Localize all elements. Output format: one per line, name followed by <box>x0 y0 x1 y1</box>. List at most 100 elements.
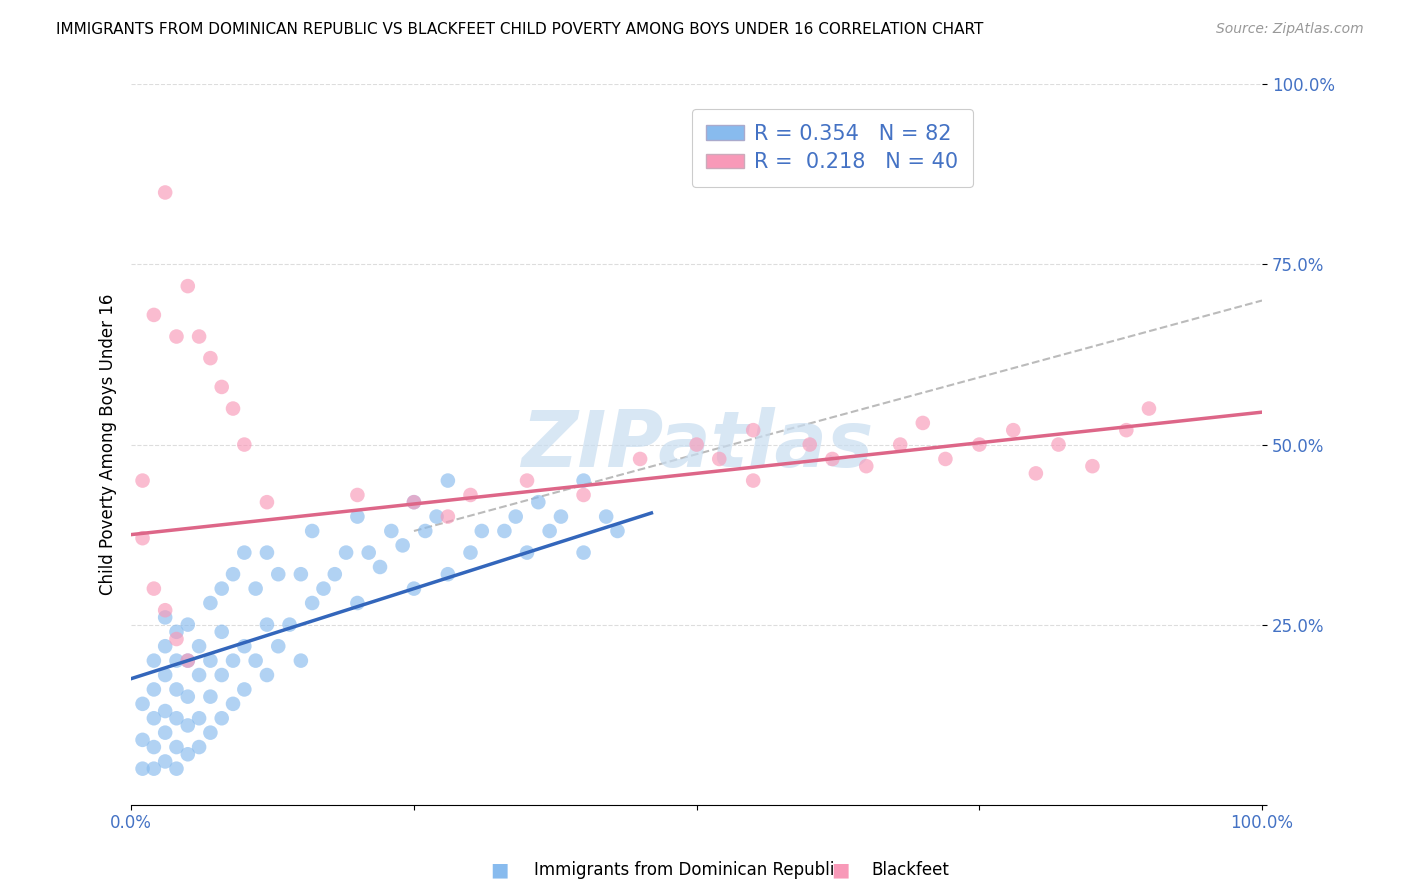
Point <box>211 668 233 682</box>
Point <box>142 711 165 725</box>
Point <box>222 567 245 582</box>
Point <box>471 524 494 538</box>
Point <box>177 654 200 668</box>
Point <box>200 654 222 668</box>
Point <box>131 762 153 776</box>
Point <box>222 697 245 711</box>
Point <box>402 582 425 596</box>
Point <box>346 488 368 502</box>
Point <box>391 538 413 552</box>
Point <box>166 654 188 668</box>
Point <box>200 351 222 365</box>
Point <box>131 474 153 488</box>
Point <box>233 546 256 560</box>
Point <box>460 546 482 560</box>
Point <box>200 725 222 739</box>
Point <box>425 509 447 524</box>
Point <box>572 546 595 560</box>
Point <box>628 452 651 467</box>
Point <box>153 639 176 653</box>
Point <box>301 596 323 610</box>
Point <box>911 416 934 430</box>
Point <box>709 452 731 467</box>
Point <box>742 474 765 488</box>
Point <box>222 401 245 416</box>
Point <box>685 437 707 451</box>
Point <box>153 755 176 769</box>
Point <box>312 582 335 596</box>
Point <box>166 632 188 646</box>
Point <box>799 437 821 451</box>
Text: Blackfeet: Blackfeet <box>872 861 949 879</box>
Point <box>166 711 188 725</box>
Point <box>200 690 222 704</box>
Point <box>572 474 595 488</box>
Point <box>527 495 550 509</box>
Point <box>855 459 877 474</box>
Point <box>211 624 233 639</box>
Point <box>323 567 346 582</box>
Point <box>494 524 516 538</box>
Point <box>821 452 844 467</box>
Point <box>595 509 617 524</box>
Point <box>177 690 200 704</box>
Text: ZIPatlas: ZIPatlas <box>520 407 873 483</box>
Point <box>572 488 595 502</box>
Point <box>153 668 176 682</box>
Point <box>200 596 222 610</box>
Point <box>889 437 911 451</box>
Point <box>222 654 245 668</box>
Point <box>188 329 211 343</box>
Point <box>153 610 176 624</box>
Point <box>516 546 538 560</box>
Point <box>550 509 572 524</box>
Point <box>1137 401 1160 416</box>
Point <box>290 567 312 582</box>
Point <box>211 380 233 394</box>
Point <box>256 617 278 632</box>
Point <box>153 603 176 617</box>
Point <box>153 725 176 739</box>
Point <box>934 452 956 467</box>
Point <box>1047 437 1070 451</box>
Point <box>1002 423 1025 437</box>
Point <box>1025 467 1047 481</box>
Y-axis label: Child Poverty Among Boys Under 16: Child Poverty Among Boys Under 16 <box>100 293 117 595</box>
Legend: R = 0.354   N = 82, R =  0.218   N = 40: R = 0.354 N = 82, R = 0.218 N = 40 <box>692 109 973 186</box>
Point <box>166 740 188 755</box>
Point <box>516 474 538 488</box>
Point <box>278 617 301 632</box>
Point <box>437 474 460 488</box>
Point <box>742 423 765 437</box>
Point <box>153 186 176 200</box>
Point <box>290 654 312 668</box>
Point <box>460 488 482 502</box>
Point <box>402 495 425 509</box>
Point <box>437 509 460 524</box>
Text: Source: ZipAtlas.com: Source: ZipAtlas.com <box>1216 22 1364 37</box>
Point <box>380 524 402 538</box>
Point <box>142 682 165 697</box>
Point <box>166 682 188 697</box>
Point <box>142 308 165 322</box>
Point <box>142 654 165 668</box>
Point <box>256 546 278 560</box>
Text: Immigrants from Dominican Republic: Immigrants from Dominican Republic <box>534 861 844 879</box>
Point <box>413 524 436 538</box>
Point <box>142 740 165 755</box>
Point <box>131 697 153 711</box>
Point <box>233 682 256 697</box>
Point <box>142 582 165 596</box>
Text: ■: ■ <box>489 860 509 880</box>
Text: IMMIGRANTS FROM DOMINICAN REPUBLIC VS BLACKFEET CHILD POVERTY AMONG BOYS UNDER 1: IMMIGRANTS FROM DOMINICAN REPUBLIC VS BL… <box>56 22 984 37</box>
Point <box>188 668 211 682</box>
Point <box>402 495 425 509</box>
Point <box>505 509 527 524</box>
Point <box>233 437 256 451</box>
Point <box>131 531 153 545</box>
Point <box>131 732 153 747</box>
Text: ■: ■ <box>831 860 851 880</box>
Point <box>335 546 357 560</box>
Point <box>267 567 290 582</box>
Point <box>256 668 278 682</box>
